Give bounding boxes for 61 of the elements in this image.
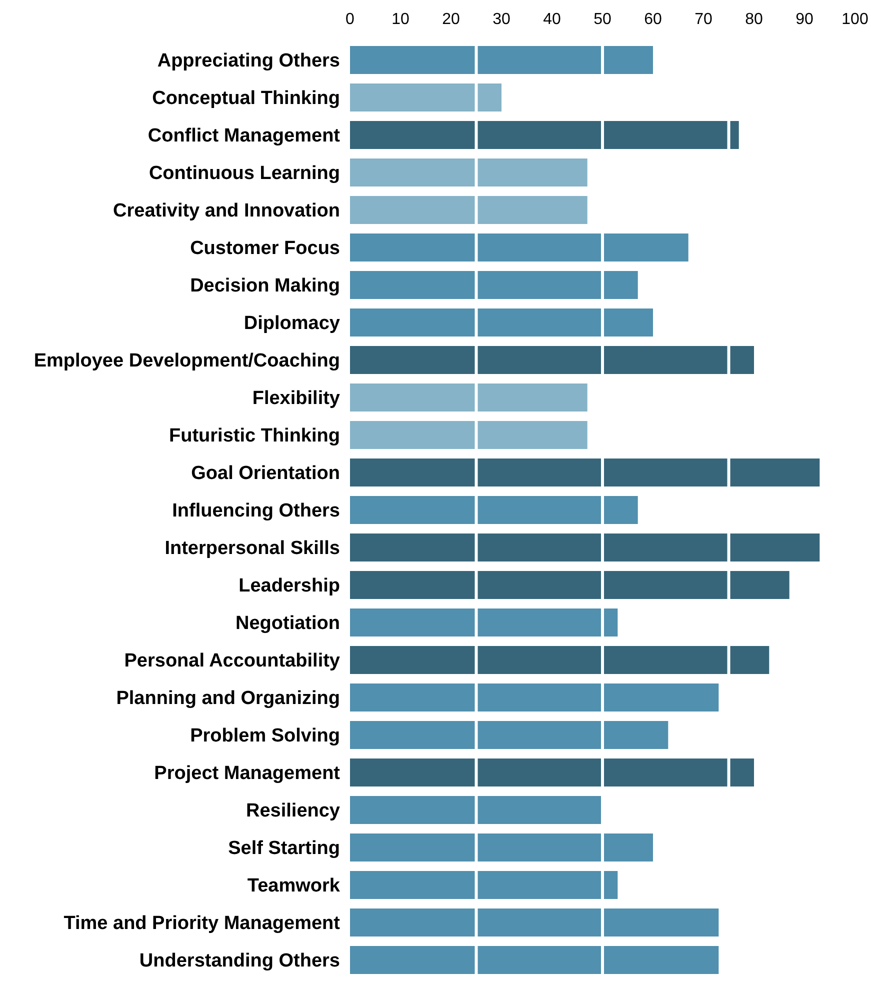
x-tick-label: 30 [492, 11, 510, 28]
y-tick-label: Teamwork [247, 876, 340, 897]
bar [350, 121, 739, 149]
x-tick-label: 80 [745, 11, 763, 28]
bar [350, 946, 719, 974]
y-tick-label: Personal Accountability [124, 650, 340, 672]
y-tick-label: Project Management [154, 763, 341, 784]
y-tick-label: Customer Focus [190, 238, 340, 260]
y-tick-label: Employee Development/Coaching [34, 350, 340, 372]
bar [350, 721, 668, 749]
y-tick-label: Resiliency [246, 800, 340, 822]
y-tick-label: Flexibility [252, 388, 340, 410]
bar [350, 458, 820, 486]
bar [350, 384, 588, 412]
y-tick-label: Self Starting [228, 838, 340, 860]
bar [350, 346, 754, 374]
y-tick-label: Futuristic Thinking [169, 426, 340, 447]
bar [350, 534, 820, 562]
x-tick-label: 90 [796, 11, 814, 28]
y-tick-label: Planning and Organizing [116, 688, 340, 710]
bar [350, 496, 638, 524]
bar [350, 271, 638, 299]
x-tick-label: 100 [842, 11, 868, 28]
y-tick-label: Diplomacy [244, 313, 340, 334]
y-tick-label: Creativity and Innovation [113, 200, 340, 222]
y-tick-label: Understanding Others [139, 950, 340, 972]
x-tick-label: 0 [346, 11, 355, 28]
y-tick-label: Negotiation [236, 613, 340, 634]
bar [350, 84, 502, 112]
y-tick-label: Leadership [238, 576, 340, 597]
bar [350, 308, 653, 336]
y-tick-label: Influencing Others [172, 500, 340, 522]
bar [350, 421, 588, 449]
bar [350, 608, 618, 636]
bar [350, 834, 653, 862]
bar [350, 871, 618, 899]
x-tick-label: 40 [543, 11, 561, 28]
bar [350, 796, 602, 824]
bar [350, 684, 719, 712]
bar [350, 46, 653, 74]
y-tick-label: Interpersonal Skills [164, 538, 340, 560]
x-tick-label: 70 [694, 11, 712, 28]
x-tick-label: 10 [392, 11, 410, 28]
y-tick-label: Conflict Management [148, 126, 341, 147]
bar [350, 646, 770, 674]
y-tick-label: Conceptual Thinking [152, 88, 340, 110]
y-tick-label: Problem Solving [190, 726, 340, 747]
bar [350, 758, 754, 786]
bar [350, 571, 790, 599]
y-tick-label: Time and Priority Management [64, 913, 341, 934]
bar [350, 158, 588, 186]
x-tick-label: 50 [594, 11, 612, 28]
bar [350, 196, 588, 224]
bar [350, 234, 688, 262]
y-tick-label: Appreciating Others [157, 50, 340, 72]
y-tick-label: Decision Making [190, 276, 340, 297]
y-tick-label: Continuous Learning [148, 163, 340, 184]
x-tick-label: 20 [442, 11, 460, 28]
y-tick-label: Goal Orientation [191, 463, 340, 484]
bar [350, 908, 719, 936]
x-tick-label: 60 [644, 11, 662, 28]
